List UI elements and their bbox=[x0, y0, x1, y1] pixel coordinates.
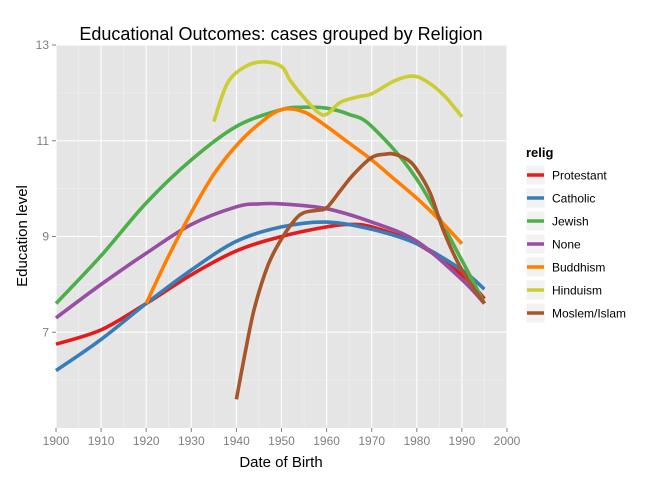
chart-title: Educational Outcomes: cases grouped by R… bbox=[79, 24, 482, 44]
x-tick-label: 1900 bbox=[43, 434, 70, 448]
legend-label: Hinduism bbox=[552, 284, 602, 298]
legend-item-hinduism: Hinduism bbox=[525, 279, 602, 301]
legend-label: Moslem/Islam bbox=[552, 307, 626, 321]
y-axis-ticks: 7 9 11 13 bbox=[36, 38, 56, 339]
legend-item-none: None bbox=[525, 233, 581, 255]
legend-label: Protestant bbox=[552, 169, 607, 183]
y-tick-label: 7 bbox=[42, 325, 49, 339]
y-tick-label: 11 bbox=[37, 134, 50, 148]
legend: relig Protestant Catholic Jewish None Buddhi… bbox=[525, 145, 626, 324]
x-tick-label: 2000 bbox=[494, 434, 521, 448]
series-line-none bbox=[54, 201, 486, 320]
legend-item-protestant: Protestant bbox=[525, 164, 607, 186]
legend-label: Catholic bbox=[552, 192, 595, 206]
y-tick-label: 13 bbox=[36, 38, 50, 52]
x-tick-label: 1920 bbox=[133, 434, 160, 448]
legend-label: None bbox=[552, 238, 581, 252]
legend-title: relig bbox=[526, 145, 554, 160]
series-line-buddhism bbox=[144, 106, 464, 305]
x-tick-label: 1970 bbox=[358, 434, 385, 448]
legend-item-moslem-islam: Moslem/Islam bbox=[525, 302, 626, 324]
x-tick-label: 1990 bbox=[449, 434, 476, 448]
x-tick-label: 1940 bbox=[223, 434, 250, 448]
series-lines bbox=[54, 60, 487, 400]
y-tick-label: 9 bbox=[42, 230, 49, 244]
x-tick-label: 1930 bbox=[178, 434, 205, 448]
legend-item-jewish: Jewish bbox=[525, 210, 589, 232]
x-tick-label: 1960 bbox=[313, 434, 340, 448]
series-line-moslem-islam bbox=[234, 151, 486, 400]
legend-item-catholic: Catholic bbox=[525, 187, 595, 209]
x-tick-label: 1910 bbox=[88, 434, 115, 448]
x-axis-title: Date of Birth bbox=[239, 454, 322, 471]
legend-item-buddhism: Buddhism bbox=[525, 256, 605, 278]
legend-label: Buddhism bbox=[552, 261, 605, 275]
series-line-jewish bbox=[54, 105, 487, 305]
legend-items: Protestant Catholic Jewish None Buddhism Hind… bbox=[525, 164, 626, 324]
y-axis-title: Education level bbox=[14, 185, 31, 287]
series-line-hinduism bbox=[212, 60, 464, 123]
legend-label: Jewish bbox=[552, 215, 589, 229]
x-tick-label: 1980 bbox=[403, 434, 430, 448]
x-axis-ticks: 1900 1910 1920 1930 1940 1950 1960 1970 1980 1990… bbox=[43, 428, 521, 448]
x-tick-label: 1950 bbox=[268, 434, 295, 448]
